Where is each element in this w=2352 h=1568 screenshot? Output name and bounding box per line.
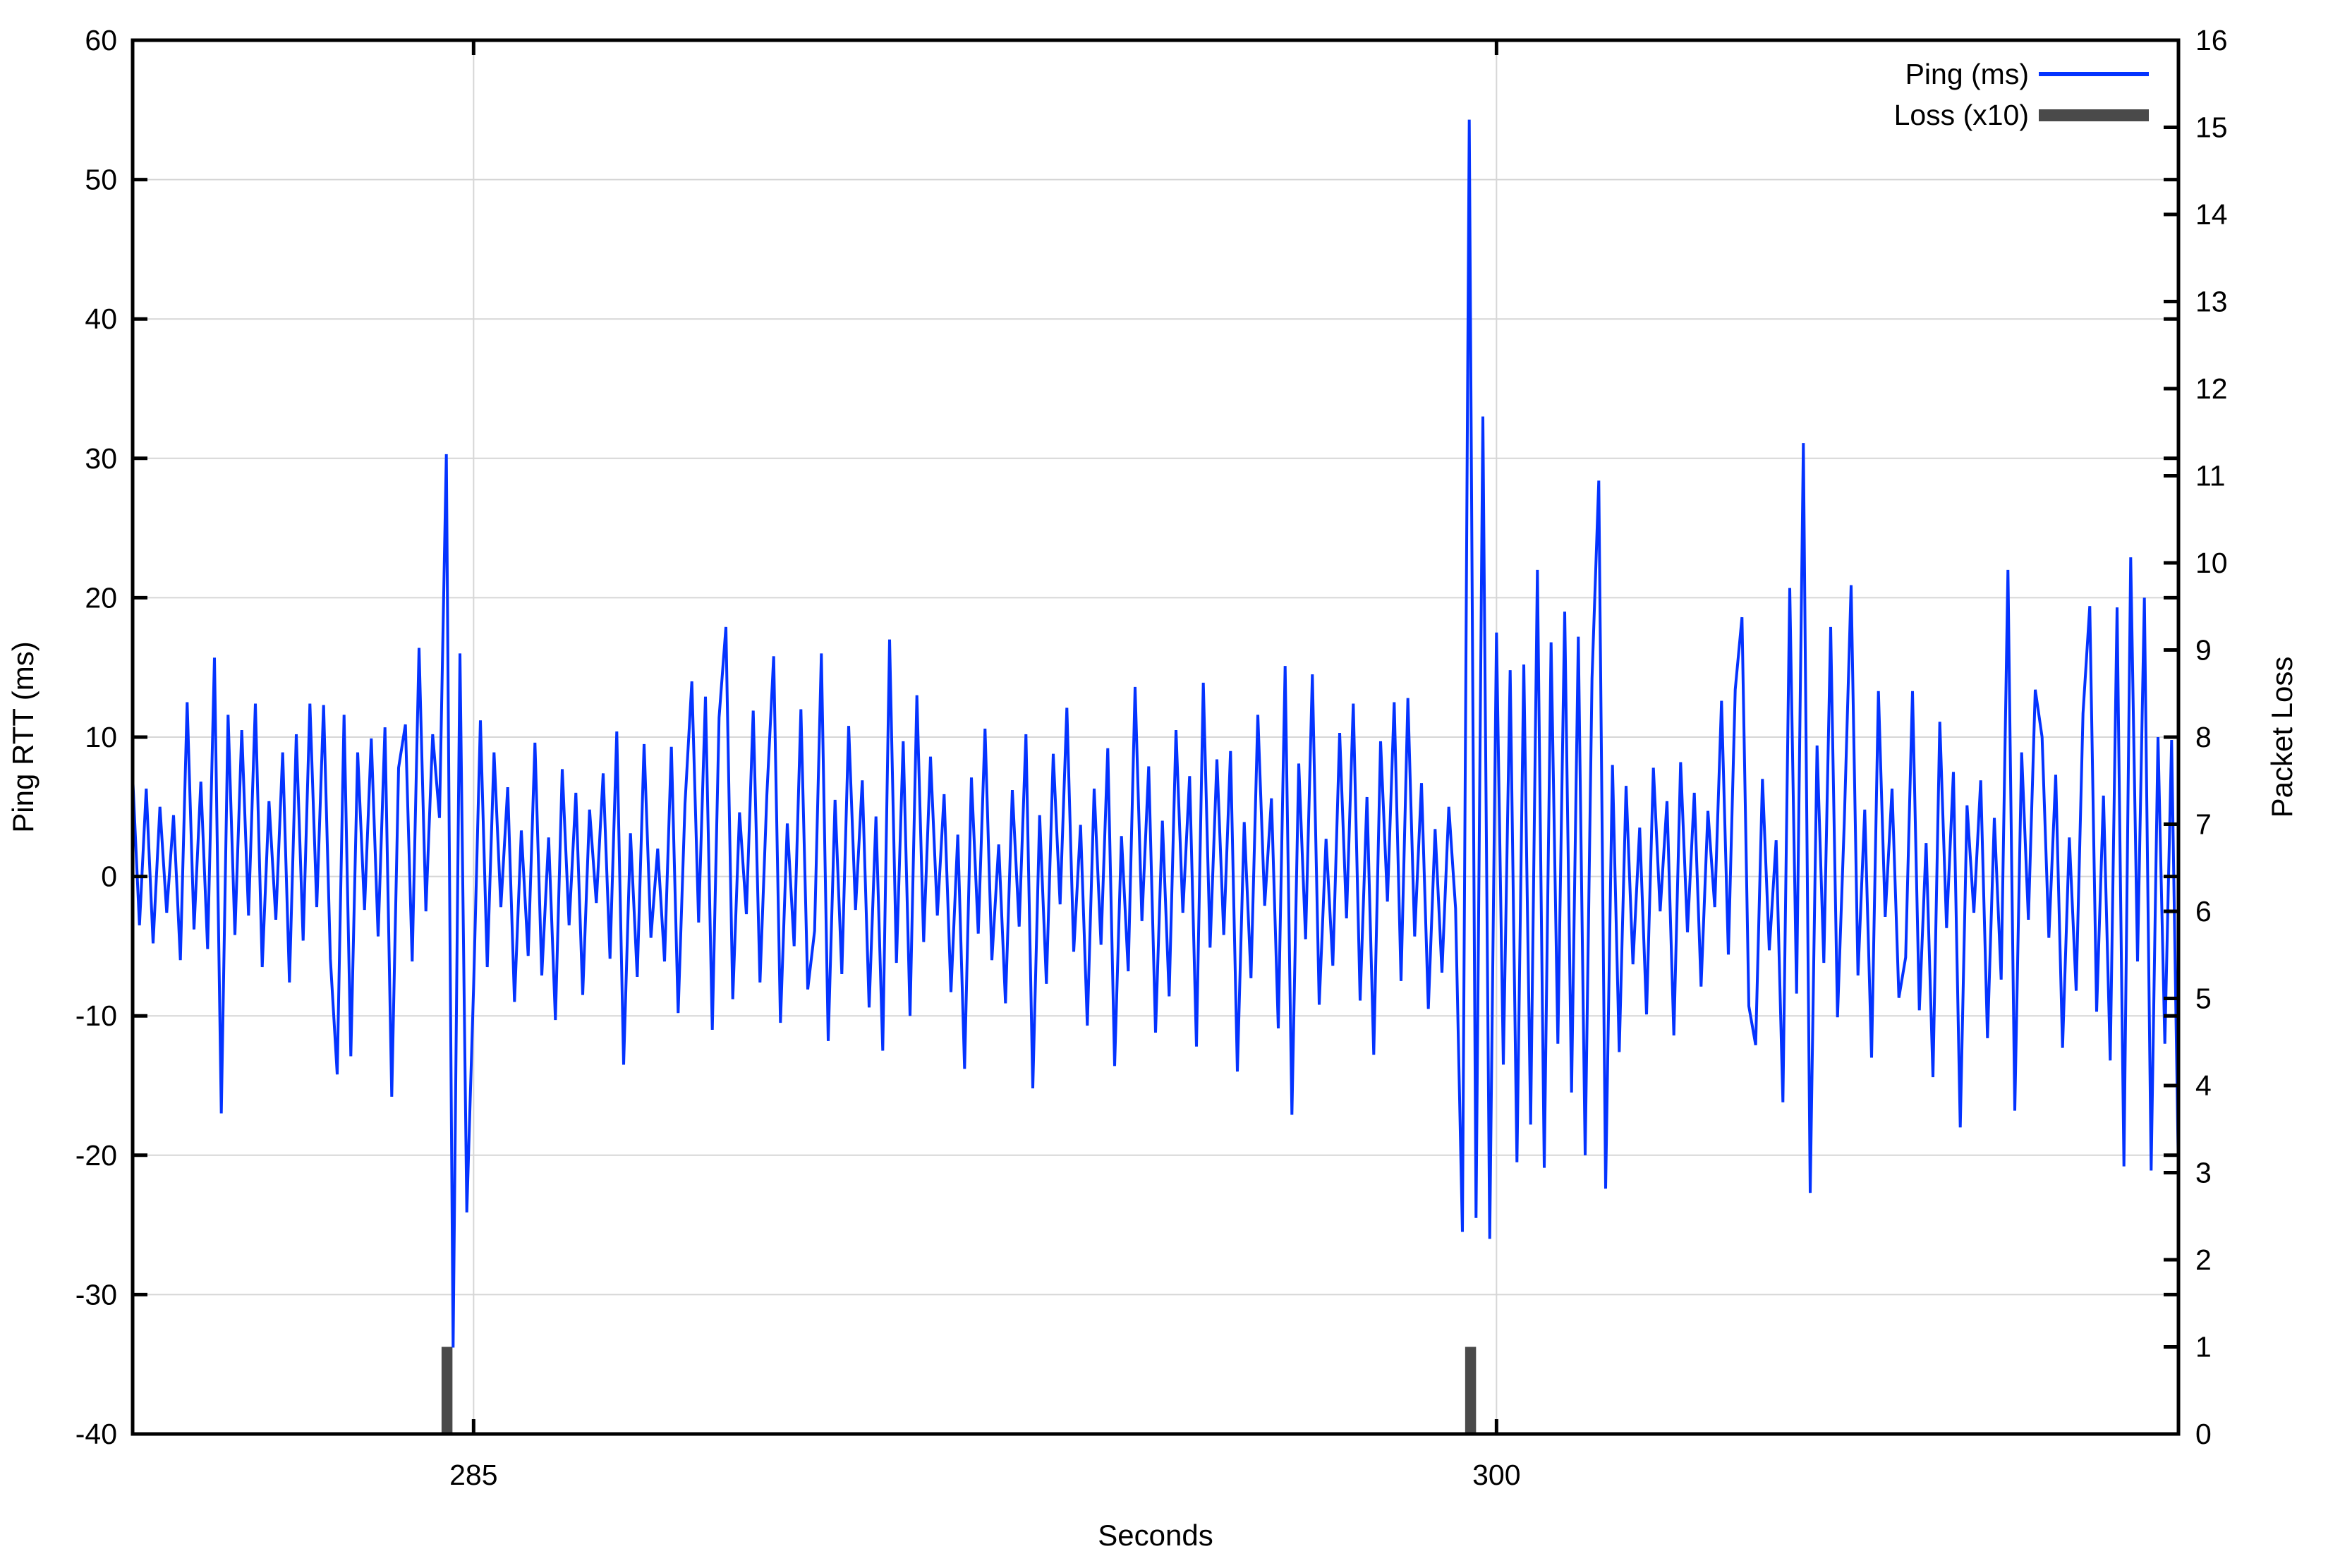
legend-label-ping: Ping (ms) <box>1905 58 2029 90</box>
y-tick-label: 0 <box>101 861 117 893</box>
x-tick-label: 285 <box>449 1459 497 1491</box>
y2-tick-label: 15 <box>2195 111 2228 144</box>
ping-series <box>131 119 2180 1348</box>
tick-labels: -40-30-20-100102030405060012345678910111… <box>75 24 2228 1491</box>
loss-bar <box>1465 1347 1477 1434</box>
y2-tick-label: 0 <box>2195 1418 2212 1450</box>
y2-tick-label: 8 <box>2195 721 2212 753</box>
y-tick-label: 20 <box>85 581 117 614</box>
y-tick-label: -20 <box>75 1139 117 1172</box>
y-tick-label: -10 <box>75 999 117 1032</box>
y-tick-label: 60 <box>85 24 117 56</box>
y2-tick-label: 11 <box>2195 460 2226 492</box>
y2-tick-label: 1 <box>2195 1331 2212 1363</box>
y2-tick-label: 10 <box>2195 547 2228 579</box>
x-axis-title: Seconds <box>1098 1519 1213 1552</box>
y-tick-label: -30 <box>75 1278 117 1311</box>
y2-tick-label: 16 <box>2195 24 2228 56</box>
y2-tick-label: 3 <box>2195 1157 2212 1189</box>
y-tick-label: -40 <box>75 1418 117 1450</box>
legend-sample-loss-box <box>2039 109 2149 121</box>
y-tick-label: 50 <box>85 164 117 196</box>
plot-border <box>131 38 2181 1436</box>
y2-tick-label: 9 <box>2195 634 2212 667</box>
y-tick-label: 40 <box>85 303 117 335</box>
y2-tick-label: 13 <box>2195 286 2228 318</box>
loss-bar <box>441 1347 453 1434</box>
y-tick-label: 10 <box>85 721 117 753</box>
gridlines <box>133 40 2178 1434</box>
y2-tick-label: 6 <box>2195 895 2212 928</box>
y2-tick-label: 14 <box>2195 198 2228 231</box>
y2-tick-label: 4 <box>2195 1069 2212 1102</box>
loss-bars <box>441 1347 1477 1434</box>
legend: Ping (ms) Loss (x10) <box>1894 58 2149 131</box>
ping-line <box>131 119 2180 1348</box>
y2-tick-label: 7 <box>2195 808 2212 841</box>
y2-tick-label: 12 <box>2195 372 2228 405</box>
x-tick-label: 300 <box>1472 1459 1520 1491</box>
y2-tick-label: 2 <box>2195 1244 2212 1276</box>
legend-label-loss: Loss (x10) <box>1894 99 2029 131</box>
y-axis-title: Ping RTT (ms) <box>6 641 40 832</box>
y2-tick-label: 5 <box>2195 983 2212 1015</box>
y2-axis-title: Packet Loss <box>2265 657 2298 818</box>
y-tick-label: 30 <box>85 442 117 475</box>
